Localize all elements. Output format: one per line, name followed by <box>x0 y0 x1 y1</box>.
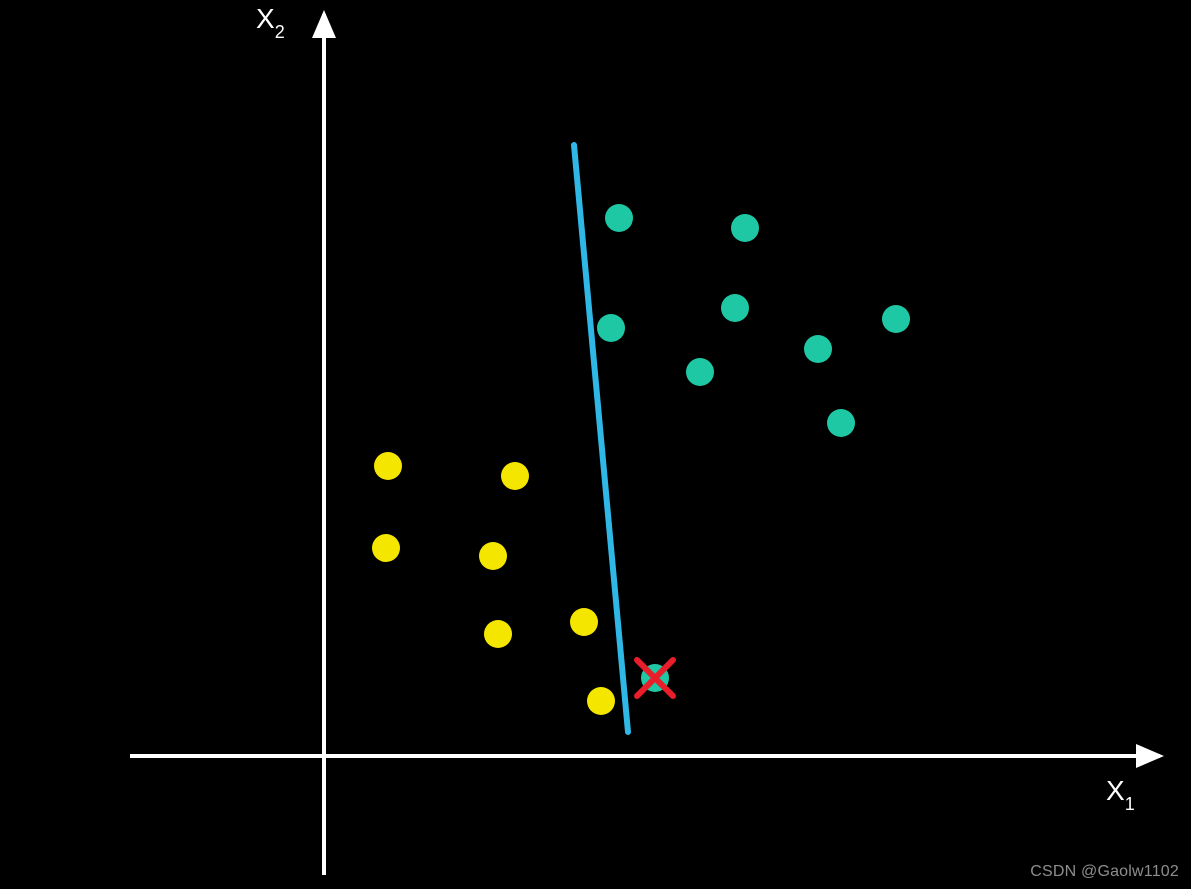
yellow-point <box>501 462 529 490</box>
yellow-point <box>587 687 615 715</box>
yellow-point <box>479 542 507 570</box>
watermark-text: CSDN @Gaolw1102 <box>1030 863 1179 881</box>
teal-point <box>731 214 759 242</box>
yellow-point <box>372 534 400 562</box>
yellow-point <box>374 452 402 480</box>
yellow-point <box>570 608 598 636</box>
teal-point <box>597 314 625 342</box>
teal-point <box>804 335 832 363</box>
scatter-chart: X1X2 CSDN @Gaolw1102 <box>0 0 1191 889</box>
chart-svg: X1X2 <box>0 0 1191 889</box>
teal-point <box>882 305 910 333</box>
teal-point <box>827 409 855 437</box>
teal-point <box>686 358 714 386</box>
yellow-point <box>484 620 512 648</box>
teal-point <box>721 294 749 322</box>
teal-point <box>605 204 633 232</box>
